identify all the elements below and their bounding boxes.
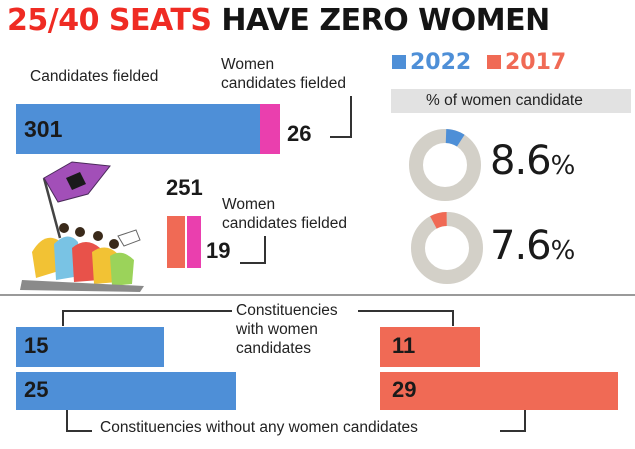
- bar-candidates-2017: [167, 216, 185, 268]
- value-women-2022: 26: [287, 121, 312, 146]
- value-candidates-2017: 251: [166, 175, 203, 200]
- pct-sign-2022: %: [550, 151, 576, 181]
- bracket-women-2022: [330, 96, 352, 138]
- bracket-constituencies-with-right: [358, 310, 454, 326]
- donut-2017: [411, 212, 483, 284]
- label-constituencies-with-line3: candidates: [236, 340, 311, 357]
- legend-label-2017: 2017: [505, 50, 567, 75]
- bracket-constituencies-without-left: [66, 410, 92, 432]
- value-without-women-2017: 29: [392, 377, 417, 402]
- label-candidates-fielded: Candidates fielded: [30, 68, 159, 85]
- bracket-women-2017: [240, 236, 266, 264]
- pct-value-2017: 7.6%: [490, 223, 576, 269]
- donut-2022: [409, 129, 481, 201]
- bar-women-2017: [187, 216, 201, 268]
- value-without-women-2022: 25: [24, 377, 49, 402]
- pct-sign-2017: %: [550, 236, 576, 266]
- pct-value-2022: 8.6%: [490, 138, 576, 184]
- title-part2: HAVE ZERO WOMEN: [221, 3, 550, 38]
- women-marching-flag-illustration: [20, 161, 144, 292]
- bar-with-women-2017: [380, 327, 480, 367]
- label-constituencies-with-line1: Constituencies: [236, 302, 338, 319]
- legend-swatch-2017: [487, 55, 501, 69]
- bar-with-women-2022: [16, 327, 164, 367]
- bracket-constituencies-without-right: [500, 410, 526, 432]
- legend-swatch-2022: [392, 55, 406, 69]
- value-candidates-2022: 301: [24, 116, 63, 142]
- bracket-constituencies-with: [62, 310, 232, 326]
- chart-title: 25/40 SEATS HAVE ZERO WOMEN: [7, 3, 550, 39]
- label-women-fielded-2022-line1: Women: [221, 56, 275, 73]
- legend-label-2022: 2022: [410, 50, 472, 75]
- pct-number-2017: 7.6: [490, 223, 552, 269]
- bar-women-2022: [260, 104, 280, 154]
- pct-number-2022: 8.6: [490, 138, 552, 184]
- bar-without-women-2017: [380, 372, 618, 410]
- title-part1: 25/40 SEATS: [7, 3, 212, 38]
- label-constituencies-without: Constituencies without any women candida…: [100, 419, 418, 436]
- section-divider: [0, 294, 635, 296]
- value-with-women-2022: 15: [24, 333, 49, 358]
- bar-without-women-2022: [16, 372, 236, 410]
- value-women-2017: 19: [206, 238, 231, 263]
- bar-candidates-2022: [16, 104, 260, 154]
- label-women-fielded-2017-line1: Women: [222, 196, 276, 213]
- label-women-fielded-2022-line2: candidates fielded: [221, 75, 346, 92]
- value-with-women-2017: 11: [392, 333, 416, 358]
- pct-header: % of women candidate: [391, 89, 631, 113]
- pct-header-label: % of women candidate: [426, 92, 583, 109]
- label-constituencies-with-line2: with women: [236, 321, 318, 338]
- label-women-fielded-2017-line2: candidates fielded: [222, 215, 347, 232]
